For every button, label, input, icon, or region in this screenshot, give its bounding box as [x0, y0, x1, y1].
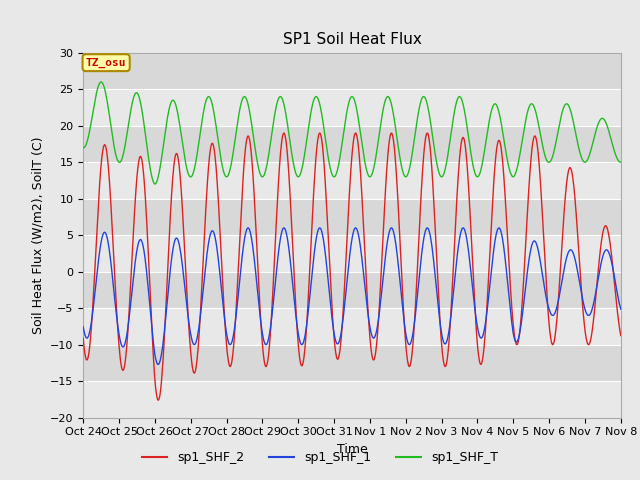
sp1_SHF_T [97, 79, 105, 85]
Line: sp1_SHF_1: sp1_SHF_1 [83, 228, 621, 364]
sp1_SHF_T [327, 168, 335, 174]
Y-axis label: Soil Heat Flux (W/m2), SoilT (C): Soil Heat Flux (W/m2), SoilT (C) [31, 136, 44, 334]
sp1_SHF_2 [617, 333, 625, 338]
Bar [83, 53, 621, 89]
sp1_SHF_1 [79, 324, 87, 330]
Line: sp1_SHF_T: sp1_SHF_T [83, 82, 621, 184]
sp1_SHF_2 [107, 197, 115, 203]
sp1_SHF_T [602, 120, 609, 125]
Text: TZ_osu: TZ_osu [86, 58, 126, 68]
sp1_SHF_2 [327, 281, 335, 287]
Bar [83, 381, 621, 418]
Bar [83, 199, 621, 235]
Bar [83, 162, 621, 199]
sp1_SHF_T [617, 159, 625, 165]
sp1_SHF_2 [79, 336, 87, 341]
sp1_SHF_1 [602, 247, 609, 253]
sp1_SHF_T [79, 145, 87, 151]
X-axis label: Time: Time [337, 443, 367, 456]
Bar [83, 308, 621, 345]
sp1_SHF_1 [327, 305, 335, 311]
Bar [83, 126, 621, 162]
Bar [83, 345, 621, 381]
sp1_SHF_1 [107, 258, 115, 264]
sp1_SHF_2 [388, 130, 396, 136]
sp1_SHF_2 [341, 277, 349, 283]
sp1_SHF_T [107, 123, 115, 129]
sp1_SHF_T [151, 181, 159, 187]
sp1_SHF_1 [244, 225, 252, 231]
Bar [83, 235, 621, 272]
sp1_SHF_1 [154, 361, 162, 367]
Legend: sp1_SHF_2, sp1_SHF_1, sp1_SHF_T: sp1_SHF_2, sp1_SHF_1, sp1_SHF_T [137, 446, 503, 469]
sp1_SHF_1 [602, 247, 609, 253]
sp1_SHF_T [341, 120, 349, 125]
Title: SP1 Soil Heat Flux: SP1 Soil Heat Flux [283, 33, 421, 48]
sp1_SHF_2 [503, 226, 511, 231]
sp1_SHF_T [602, 119, 609, 125]
sp1_SHF_1 [503, 274, 511, 280]
sp1_SHF_T [503, 156, 511, 161]
sp1_SHF_1 [341, 297, 349, 303]
sp1_SHF_1 [617, 306, 625, 312]
sp1_SHF_2 [154, 397, 162, 403]
Bar [83, 272, 621, 308]
Bar [83, 89, 621, 126]
Line: sp1_SHF_2: sp1_SHF_2 [83, 133, 621, 400]
sp1_SHF_2 [602, 223, 609, 228]
sp1_SHF_2 [602, 223, 609, 228]
